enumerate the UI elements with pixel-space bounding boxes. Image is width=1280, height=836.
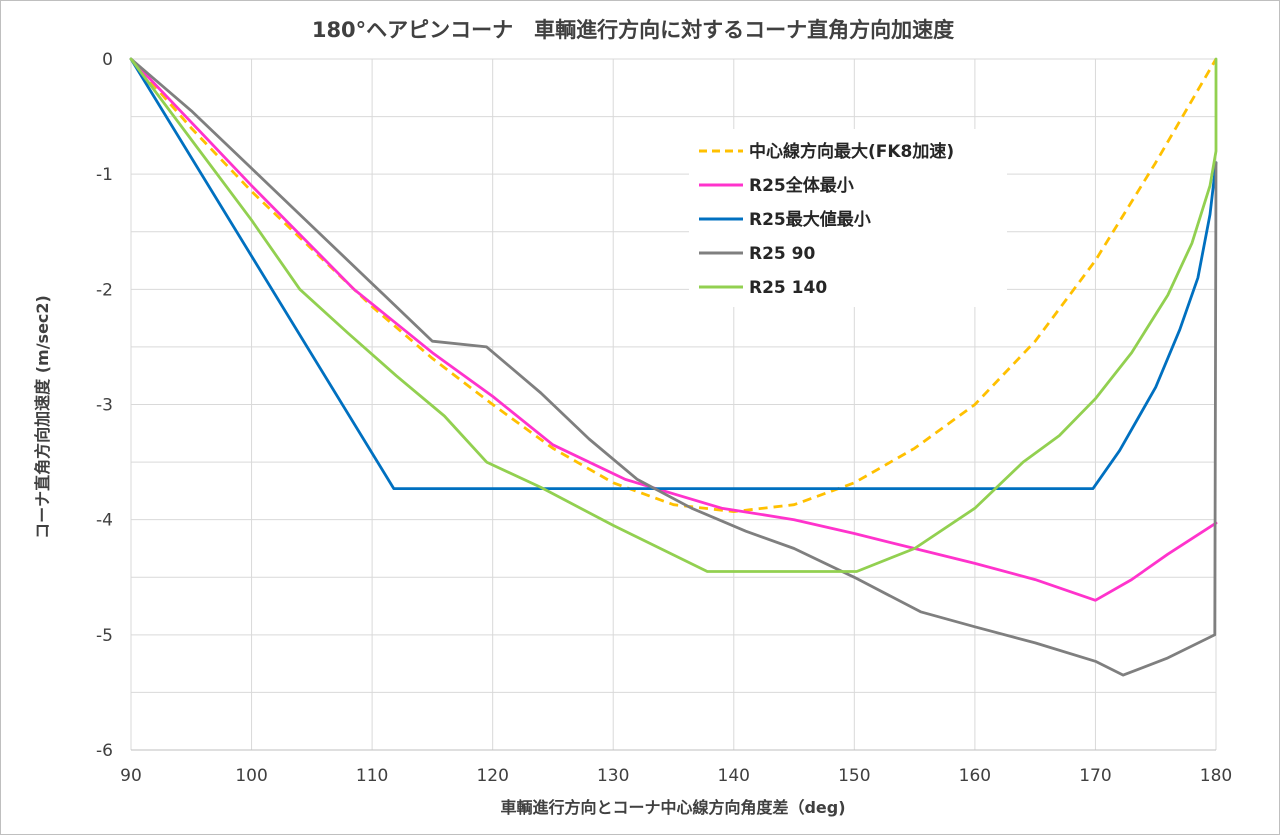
- x-tick-label: 130: [597, 766, 629, 786]
- x-tick-label: 150: [838, 766, 870, 786]
- chart-title: 180°ヘアピンコーナ 車輌進行方向に対するコーナ直角方向加速度: [312, 18, 954, 42]
- y-tick-label: -5: [96, 626, 113, 646]
- tick-labels: 90 100 110 120 130 140 150 160 170 180 0 -1 -2 -3 -4 -5…: [96, 50, 1232, 786]
- x-axis-label: 車輌進行方向とコーナ中心線方向角度差（deg): [500, 798, 845, 817]
- y-axis-label: コーナ直角方向加速度 (m/sec2): [33, 295, 52, 539]
- y-tick-label: -4: [96, 511, 113, 531]
- y-tick-label: -3: [96, 396, 113, 416]
- x-tick-label: 110: [356, 766, 388, 786]
- legend-label-1: R25全体最小: [749, 175, 854, 196]
- y-tick-label: -2: [96, 280, 113, 300]
- series-line-4: [129, 57, 1218, 573]
- legend-label-3: R25 90: [749, 244, 815, 264]
- x-tick-label: 140: [718, 766, 750, 786]
- series-lines: [129, 57, 1218, 677]
- legend-label-0: 中心線方向最大(FK8加速): [749, 141, 954, 162]
- y-tick-label: -1: [96, 165, 113, 185]
- y-tick-label: -6: [96, 741, 113, 761]
- y-tick-label: 0: [102, 50, 113, 70]
- grid-lines: [130, 58, 1217, 751]
- legend: 中心線方向最大(FK8加速) R25全体最小 R25最大値最小 R25 90 R25 1…: [689, 129, 1007, 307]
- x-tick-label: 90: [120, 766, 142, 786]
- x-tick-label: 100: [235, 766, 267, 786]
- series-line-0: [129, 58, 1218, 513]
- series-line-1: [129, 57, 1218, 602]
- legend-label-2: R25最大値最小: [749, 209, 871, 230]
- series-line-3: [129, 57, 1218, 677]
- legend-label-4: R25 140: [749, 278, 827, 298]
- series-line-2: [129, 57, 1218, 490]
- x-tick-label: 170: [1079, 766, 1111, 786]
- x-tick-label: 160: [959, 766, 991, 786]
- x-tick-label: 180: [1200, 766, 1232, 786]
- x-tick-label: 120: [476, 766, 508, 786]
